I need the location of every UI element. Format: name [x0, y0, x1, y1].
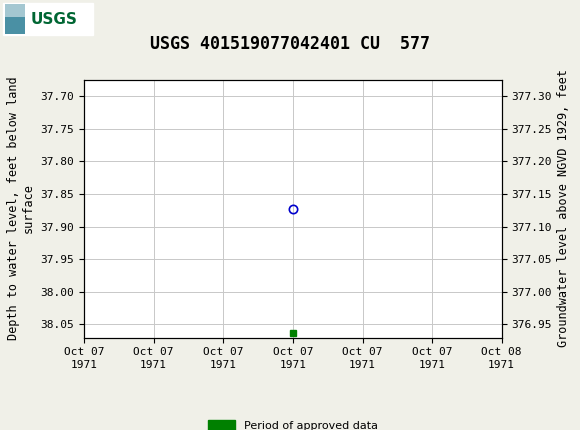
Bar: [5, 4, 25, 34]
Text: USGS 401519077042401 CU  577: USGS 401519077042401 CU 577: [150, 35, 430, 52]
Bar: [5, 4, 25, 17]
Y-axis label: Depth to water level, feet below land
surface: Depth to water level, feet below land su…: [7, 77, 35, 341]
Legend: Period of approved data: Period of approved data: [203, 416, 383, 430]
Bar: [3, 3, 93, 35]
Text: USGS: USGS: [30, 12, 77, 27]
Y-axis label: Groundwater level above NGVD 1929, feet: Groundwater level above NGVD 1929, feet: [557, 70, 571, 347]
